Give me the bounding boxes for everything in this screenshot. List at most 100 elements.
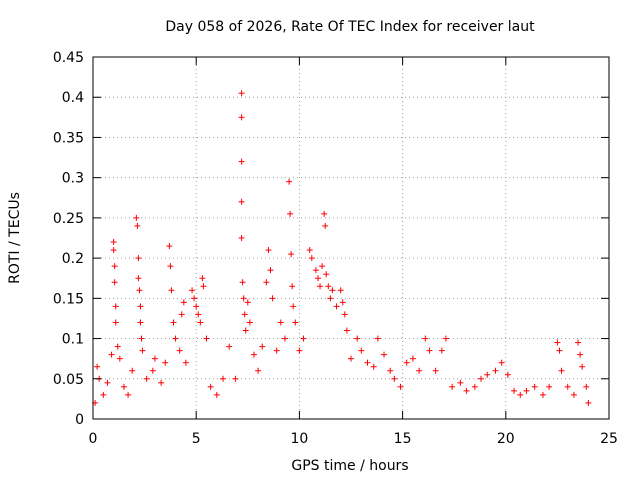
data-point — [193, 303, 200, 310]
data-point — [321, 210, 328, 217]
data-point — [195, 311, 202, 318]
data-point — [134, 222, 141, 229]
data-point — [265, 247, 272, 254]
data-point — [244, 299, 251, 306]
data-point — [370, 363, 377, 370]
data-point — [158, 379, 165, 386]
data-point — [143, 375, 150, 382]
data-point — [129, 367, 136, 374]
data-point — [397, 383, 404, 390]
data-point — [110, 247, 117, 254]
data-point — [277, 319, 284, 326]
data-point — [112, 319, 119, 326]
data-point — [250, 351, 257, 358]
data-point — [246, 319, 253, 326]
data-point — [416, 367, 423, 374]
grid-lines — [93, 57, 609, 419]
data-point — [442, 335, 449, 342]
y-tick-label: 0.1 — [62, 332, 84, 348]
data-point — [463, 387, 470, 394]
data-point — [409, 355, 416, 362]
data-point — [306, 247, 313, 254]
data-point — [317, 283, 324, 290]
data-point — [449, 383, 456, 390]
data-point — [381, 351, 388, 358]
data-point — [337, 287, 344, 294]
data-point — [546, 383, 553, 390]
data-point — [308, 255, 315, 262]
x-tick-label: 5 — [192, 431, 201, 447]
y-tick-label: 0.25 — [53, 211, 84, 227]
data-point — [327, 295, 334, 302]
data-point — [220, 375, 227, 382]
data-point — [554, 339, 561, 346]
x-tick-label: 20 — [497, 431, 515, 447]
data-point — [176, 347, 183, 354]
chart-title: Day 058 of 2026, Rate Of TEC Index for r… — [165, 19, 535, 35]
data-point — [189, 287, 196, 294]
data-point — [240, 295, 247, 302]
data-point — [288, 251, 295, 258]
data-point — [391, 375, 398, 382]
data-point — [259, 343, 266, 350]
data-point — [137, 303, 144, 310]
data-point — [213, 391, 220, 398]
data-point — [471, 383, 478, 390]
plot-frame — [92, 56, 610, 420]
data-point — [457, 379, 464, 386]
data-point — [182, 359, 189, 366]
data-point — [137, 319, 144, 326]
data-point — [498, 359, 505, 366]
data-point — [484, 371, 491, 378]
data-point — [207, 383, 214, 390]
y-axis-label: ROTI / TECUs — [7, 192, 23, 284]
data-point — [556, 347, 563, 354]
data-point — [319, 263, 326, 270]
data-point — [197, 319, 204, 326]
data-point — [135, 275, 142, 282]
data-point — [374, 335, 381, 342]
data-point — [289, 283, 296, 290]
data-point — [120, 383, 127, 390]
data-point — [108, 351, 115, 358]
data-point — [426, 347, 433, 354]
data-point — [238, 235, 245, 241]
data-point — [281, 335, 288, 342]
data-point — [354, 335, 361, 342]
data-point — [314, 275, 321, 282]
y-tick-label: 0.4 — [62, 90, 84, 106]
data-point — [112, 303, 119, 310]
data-point — [292, 319, 299, 326]
data-point — [111, 279, 118, 286]
data-point — [238, 198, 245, 205]
data-point — [166, 243, 173, 250]
data-point — [125, 391, 132, 398]
data-point — [492, 367, 499, 374]
y-tick-label: 0.05 — [53, 372, 84, 388]
data-point — [168, 287, 175, 294]
data-point — [432, 367, 439, 374]
data-point — [191, 295, 198, 302]
data-point — [585, 399, 592, 406]
data-point — [110, 239, 117, 246]
data-point — [329, 287, 336, 294]
data-point — [511, 387, 518, 394]
data-point — [199, 275, 206, 282]
y-tick-label: 0 — [75, 412, 84, 428]
data-point — [167, 263, 174, 270]
y-tick-label: 0.15 — [53, 291, 84, 307]
x-tick-label: 0 — [89, 431, 98, 447]
data-point — [170, 319, 177, 326]
data-point — [323, 271, 330, 278]
y-tick-label: 0.2 — [62, 251, 84, 267]
data-point — [135, 255, 142, 262]
data-point — [531, 383, 538, 390]
data-point — [151, 355, 158, 362]
data-point — [287, 210, 294, 217]
data-point — [114, 343, 121, 350]
data-point — [539, 391, 546, 398]
data-point — [104, 379, 111, 386]
data-points — [92, 90, 592, 406]
data-point — [325, 283, 332, 290]
axis-ticks: 0 0.05 0.1 0.15 0.2 0.25 0.3 0.35 0.4 0.45 0 5 10 15 2… — [53, 50, 618, 447]
